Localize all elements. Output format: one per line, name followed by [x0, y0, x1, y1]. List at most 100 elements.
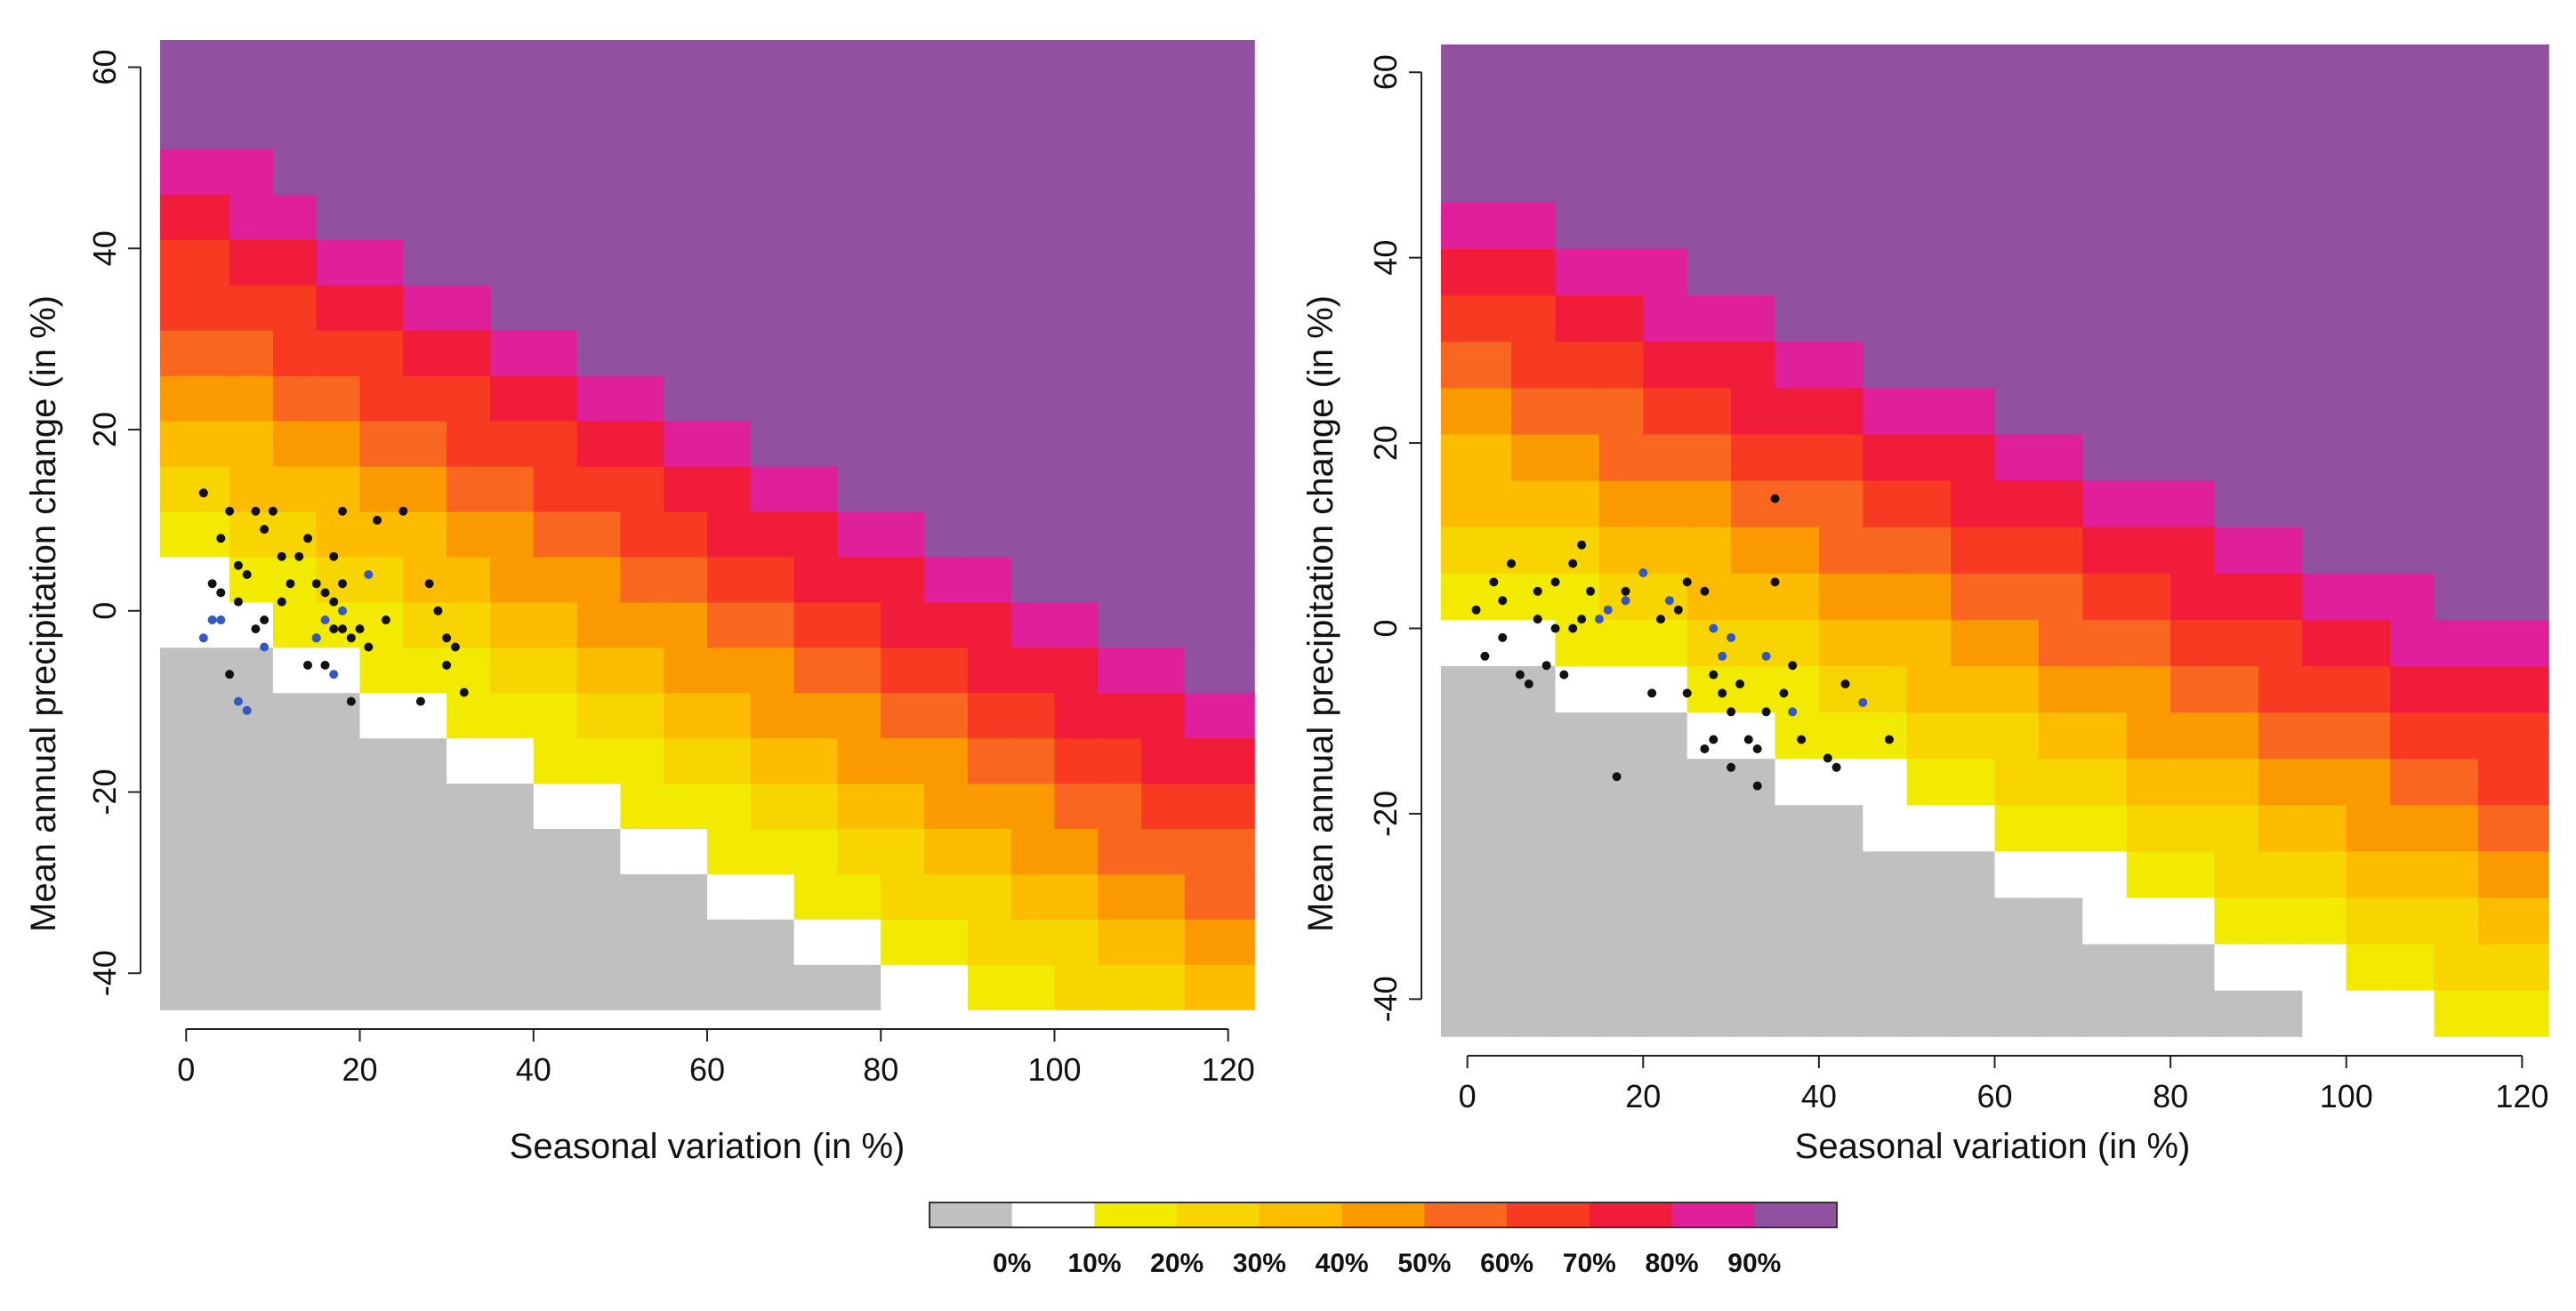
heatmap-cell — [620, 330, 664, 376]
x-tick-label: 60 — [1976, 1078, 2012, 1114]
heatmap-cell — [1441, 248, 1512, 296]
data-point-black — [1752, 781, 1762, 791]
data-point-black — [216, 534, 226, 543]
heatmap-cell — [664, 556, 708, 603]
heatmap-cell — [2214, 573, 2259, 620]
left-panel: 0 20 40 60 80 100 120 -40 -20 0 20 40 60 Seasonal va… — [24, 40, 1255, 1166]
heatmap-cell — [664, 647, 708, 694]
heatmap-cell — [664, 692, 708, 739]
heatmap-cell — [837, 149, 881, 195]
data-point-black — [1568, 623, 1578, 633]
heatmap-cell — [1141, 239, 1186, 286]
heatmap-cell — [2302, 943, 2347, 991]
heatmap-cell — [272, 828, 318, 874]
heatmap-cell — [2390, 758, 2435, 806]
heatmap-cell — [1686, 850, 1732, 898]
legend-swatch — [1507, 1202, 1590, 1227]
heatmap-cell — [664, 285, 708, 331]
heatmap-cell — [1098, 285, 1142, 331]
heatmap-cell — [2434, 341, 2479, 389]
heatmap-cell — [403, 103, 447, 149]
heatmap-cell — [2258, 109, 2304, 157]
heatmap-cell — [1686, 526, 1732, 574]
left-axes: 0 20 40 60 80 100 120 -40 -20 0 20 40 60 — [86, 50, 1255, 1088]
data-point-black — [1682, 577, 1692, 587]
legend-label: 40% — [1316, 1249, 1369, 1278]
heatmap-cell — [1686, 712, 1732, 760]
heatmap-cell — [316, 285, 361, 331]
heatmap-cell — [160, 239, 230, 286]
heatmap-cell — [1863, 479, 1908, 527]
heatmap-cell — [1775, 989, 1820, 1037]
heatmap-cell — [229, 737, 274, 784]
heatmap-cell — [1184, 828, 1255, 874]
heatmap-cell — [1906, 665, 1952, 713]
heatmap-cell — [490, 511, 535, 558]
heatmap-cell — [2478, 387, 2549, 435]
heatmap-cell — [2038, 758, 2084, 806]
heatmap-cell — [707, 783, 752, 829]
heatmap-cell — [1598, 897, 1645, 945]
x-tick-label: 100 — [1027, 1051, 1081, 1088]
heatmap-cell — [1511, 850, 1557, 898]
heatmap-cell — [1010, 737, 1056, 784]
heatmap-cell — [750, 828, 795, 874]
heatmap-cell — [2082, 109, 2128, 157]
heatmap-cell — [359, 919, 405, 965]
heatmap-cell — [1010, 194, 1056, 240]
heatmap-cell — [2126, 758, 2171, 806]
heatmap-cell — [1010, 103, 1056, 149]
heatmap-cell — [2038, 804, 2084, 852]
heatmap-cell — [2126, 294, 2171, 342]
heatmap-cell — [1643, 850, 1688, 898]
heatmap-cell — [316, 374, 361, 422]
data-point-black — [1550, 623, 1560, 633]
heatmap-cell — [967, 828, 1012, 874]
heatmap-cell — [1555, 202, 1600, 249]
heatmap-cell — [1818, 665, 1864, 713]
heatmap-cell — [2302, 156, 2347, 203]
heatmap-cell — [1555, 433, 1600, 481]
heatmap-cell — [2346, 665, 2391, 713]
heatmap-cell — [1775, 619, 1820, 666]
heatmap-cell — [229, 919, 274, 965]
heatmap-cell — [1643, 341, 1688, 389]
heatmap-cell — [793, 964, 839, 1010]
heatmap-cell — [1994, 156, 2040, 203]
data-point-black — [1709, 670, 1719, 680]
heatmap-cell — [1184, 194, 1255, 240]
heatmap-cell — [1818, 897, 1864, 945]
heatmap-cell — [2214, 109, 2259, 157]
heatmap-cell — [1054, 737, 1099, 784]
heatmap-cell — [707, 285, 752, 331]
heatmap-cell — [2346, 758, 2391, 806]
heatmap-cell — [1555, 850, 1600, 898]
heatmap-cell — [1098, 601, 1142, 648]
heatmap-cell — [2214, 850, 2259, 898]
heatmap-cell — [160, 330, 230, 376]
heatmap-cell — [924, 285, 969, 331]
heatmap-cell — [2346, 109, 2391, 157]
heatmap-cell — [1775, 804, 1820, 852]
heatmap-cell — [2258, 479, 2304, 527]
heatmap-cell — [1731, 665, 1776, 713]
data-point-blue — [1858, 697, 1868, 707]
heatmap-cell — [2302, 619, 2347, 666]
color-legend: 0% 10% 20% 30% 40% 50% 60% 70% 80% 90% — [929, 1202, 1838, 1278]
heatmap-cell — [1054, 828, 1099, 874]
heatmap-cell — [1141, 783, 1186, 829]
heatmap-cell — [1818, 44, 1864, 110]
data-point-black — [1647, 688, 1657, 698]
heatmap-cell — [1643, 804, 1688, 852]
data-point-black — [338, 624, 347, 634]
data-point-black — [450, 642, 460, 652]
heatmap-cell — [967, 556, 1012, 603]
heatmap-cell — [316, 40, 361, 105]
heatmap-cell — [229, 194, 274, 240]
heatmap-cell — [620, 420, 664, 467]
heatmap-cell — [2038, 433, 2084, 481]
heatmap-cell — [793, 737, 839, 784]
heatmap-cell — [272, 511, 318, 558]
heatmap-cell — [1818, 479, 1864, 527]
